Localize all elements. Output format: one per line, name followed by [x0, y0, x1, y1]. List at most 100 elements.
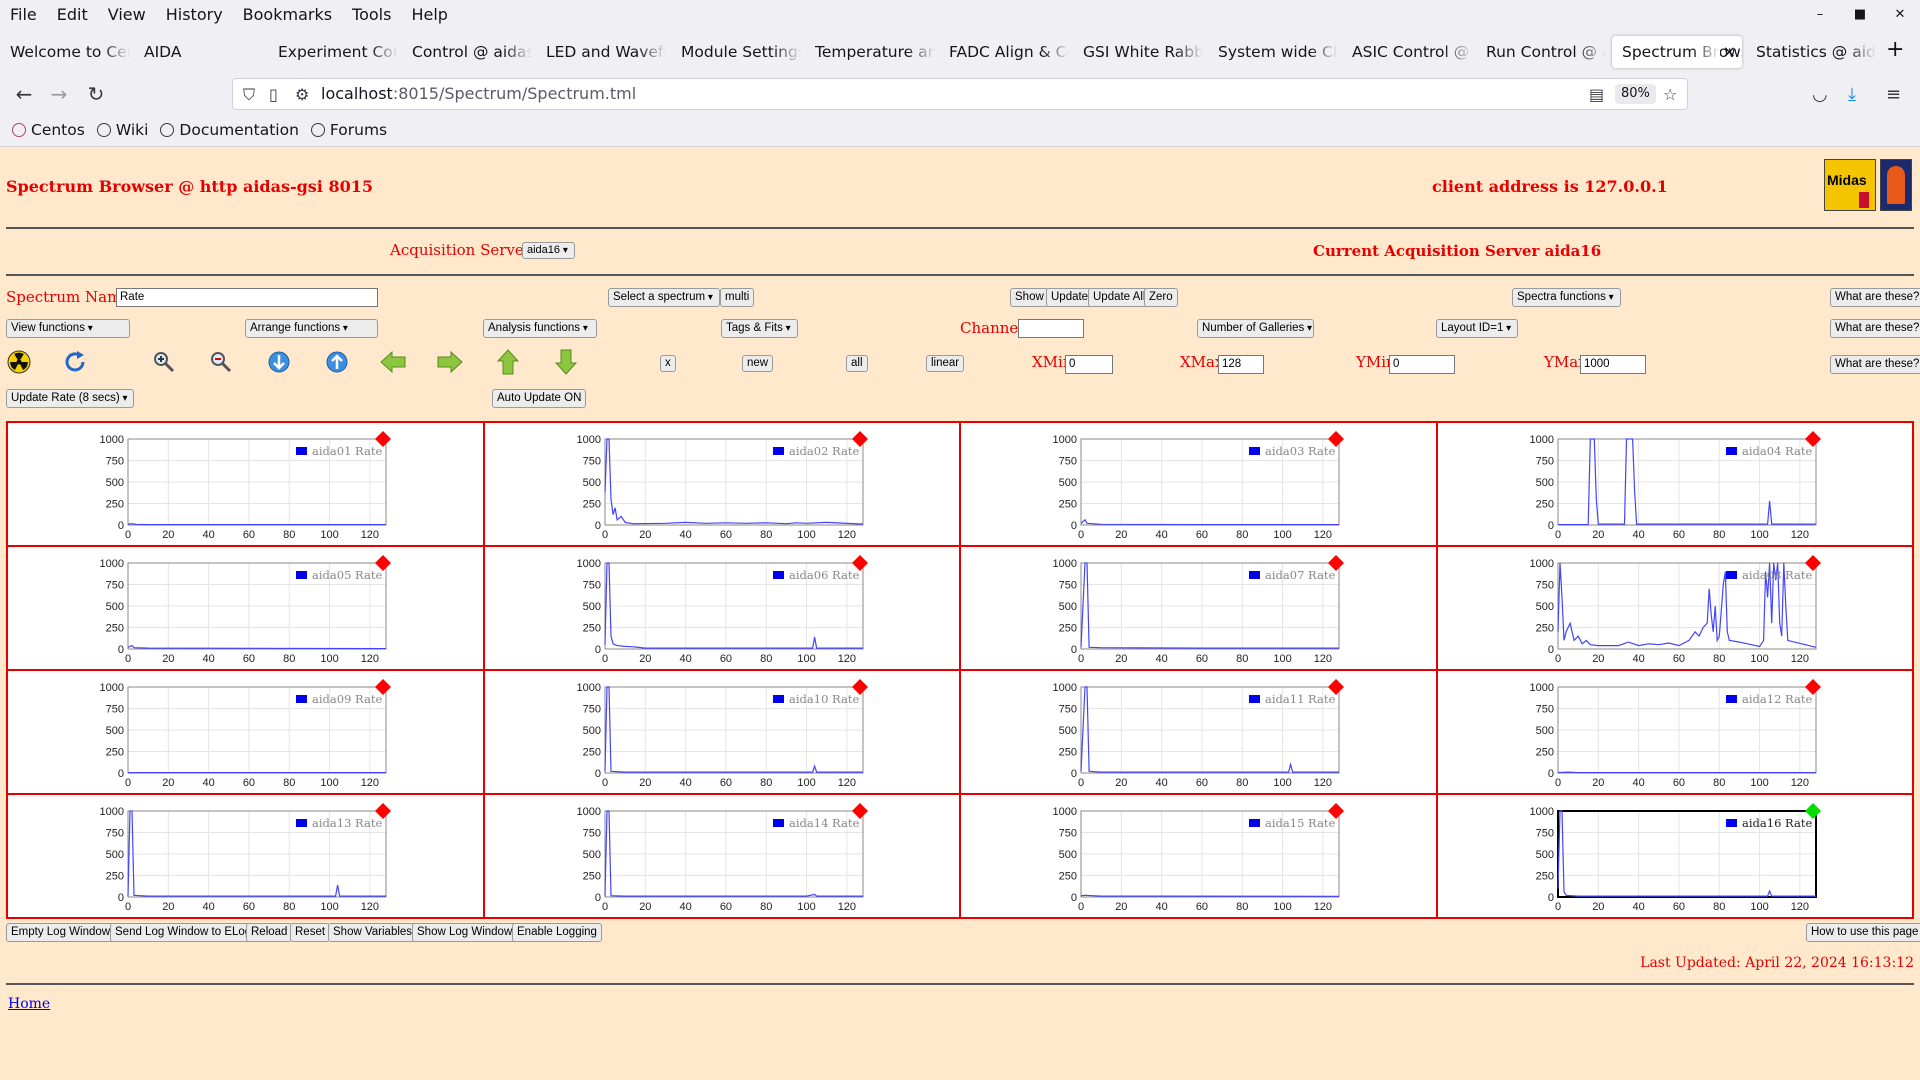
send-log-to-elog-button[interactable]: Send Log Window to ELog: [110, 923, 257, 942]
reader-view-icon[interactable]: ▤: [1589, 85, 1605, 104]
status-diamond-icon[interactable]: [851, 803, 868, 819]
refresh-icon[interactable]: [62, 349, 88, 375]
spectrum-cell[interactable]: 0 250 500 750 1000 0 20 40 60 80 100 120 aida04 Rate: [1436, 422, 1913, 546]
what-are-these-button[interactable]: What are these?: [1830, 319, 1920, 338]
tab-statistics[interactable]: Statistics @ aidas: [1746, 36, 1876, 68]
status-diamond-icon[interactable]: [1804, 679, 1821, 695]
forward-icon[interactable]: →: [50, 82, 68, 106]
menu-edit[interactable]: Edit: [56, 5, 88, 24]
server-select[interactable]: aida16: [522, 242, 575, 259]
reset-button[interactable]: Reset: [290, 923, 331, 942]
menu-bookmarks[interactable]: Bookmarks: [242, 5, 333, 24]
spectrum-cell[interactable]: 0 250 500 750 1000 0 20 40 60 80 100 120 aida02 Rate: [483, 422, 960, 546]
new-button[interactable]: new: [742, 355, 774, 372]
select-spectrum-dropdown[interactable]: Select a spectrum: [608, 288, 720, 307]
x-button[interactable]: x: [660, 355, 676, 372]
tab-white-rabbit[interactable]: GSI White Rabbit: [1073, 36, 1203, 68]
arrange-functions-dropdown[interactable]: Arrange functions: [245, 319, 378, 338]
back-icon[interactable]: ←: [15, 82, 33, 106]
menu-help[interactable]: Help: [411, 5, 448, 24]
show-button[interactable]: Show: [1010, 288, 1049, 307]
status-diamond-icon[interactable]: [1804, 555, 1821, 571]
enable-logging-button[interactable]: Enable Logging: [512, 923, 602, 942]
linear-button[interactable]: linear: [926, 355, 965, 372]
how-to-use-button[interactable]: How to use this page: [1806, 923, 1920, 942]
all-button[interactable]: all: [846, 355, 868, 372]
ymin-input[interactable]: 0: [1389, 355, 1455, 374]
update-button[interactable]: Update: [1046, 288, 1094, 307]
tab-spectrum-browser[interactable]: Spectrum Brows ×: [1612, 36, 1742, 68]
spectrum-plot[interactable]: 0 250 500 750 1000 0 20 40 60 80 100 120 aida10 Rate: [485, 671, 961, 793]
bookmark-forums[interactable]: Forums: [310, 121, 387, 139]
spectrum-cell[interactable]: 0 250 500 750 1000 0 20 40 60 80 100 120 aida15 Rate: [960, 794, 1437, 918]
spectrum-cell[interactable]: 0 250 500 750 1000 0 20 40 60 80 100 120 aida10 Rate: [483, 670, 961, 794]
tab-run-control[interactable]: Run Control @ ai: [1476, 36, 1606, 68]
status-diamond-icon[interactable]: [851, 679, 868, 695]
spectrum-cell[interactable]: 0 250 500 750 1000 0 20 40 60 80 100 120 aida11 Rate: [960, 670, 1437, 794]
url-bar[interactable]: ⛉ ▯ ⚙ localhost:8015/Spectrum/Spectrum.t…: [232, 78, 1688, 110]
spectrum-name-input[interactable]: Rate: [116, 288, 378, 307]
menu-tools[interactable]: Tools: [352, 5, 392, 24]
status-diamond-icon[interactable]: [375, 679, 391, 695]
spectra-functions-dropdown[interactable]: Spectra functions: [1512, 288, 1621, 307]
spectrum-cell[interactable]: 0 250 500 750 1000 0 20 40 60 80 100 120 aida08 Rate: [1436, 546, 1914, 670]
spectrum-plot[interactable]: 0 250 500 750 1000 0 20 40 60 80 100 120 aida07 Rate: [961, 547, 1437, 669]
reload-button[interactable]: Reload: [246, 923, 293, 942]
spectrum-plot[interactable]: 0 250 500 750 1000 0 20 40 60 80 100 120 aida16 Rate: [1438, 795, 1914, 917]
radiation-icon[interactable]: [6, 349, 32, 375]
new-tab-icon[interactable]: +: [1886, 37, 1905, 62]
menu-file[interactable]: File: [10, 5, 37, 24]
spectrum-cell[interactable]: 0 250 500 750 1000 0 20 40 60 80 100 120 aida12 Rate: [1436, 670, 1913, 794]
what-are-these-button[interactable]: What are these?: [1830, 355, 1920, 374]
spectrum-plot[interactable]: 0 250 500 750 1000 0 20 40 60 80 100 120 aida09 Rate: [8, 671, 484, 793]
update-all-button[interactable]: Update All: [1088, 288, 1151, 307]
zoom-indicator[interactable]: 80%: [1615, 84, 1656, 104]
zero-button[interactable]: Zero: [1144, 288, 1178, 307]
pocket-icon[interactable]: ◡: [1812, 84, 1828, 105]
tab-fadc-align[interactable]: FADC Align & Co: [939, 36, 1069, 68]
maximize-button[interactable]: ■: [1853, 7, 1867, 22]
xmin-input[interactable]: 0: [1065, 355, 1113, 374]
spectrum-plot[interactable]: 0 250 500 750 1000 0 20 40 60 80 100 120 aida15 Rate: [961, 795, 1437, 917]
show-variables-button[interactable]: Show Variables: [328, 923, 418, 942]
status-diamond-icon[interactable]: [1328, 555, 1344, 571]
spectrum-plot[interactable]: 0 250 500 750 1000 0 20 40 60 80 100 120 aida13 Rate: [8, 795, 484, 917]
page-icon[interactable]: ▯: [269, 85, 278, 104]
analysis-functions-dropdown[interactable]: Analysis functions: [483, 319, 597, 338]
arrow-down-icon[interactable]: [553, 349, 579, 375]
ymax-input[interactable]: 1000: [1580, 355, 1646, 374]
reload-icon[interactable]: ↻: [87, 82, 105, 106]
bookmark-star-icon[interactable]: ☆: [1663, 85, 1678, 104]
tab-temperature[interactable]: Temperature and: [805, 36, 935, 68]
tab-aida[interactable]: AIDA: [134, 36, 264, 68]
xmax-input[interactable]: 128: [1218, 355, 1264, 374]
arrow-left-icon[interactable]: [380, 349, 406, 375]
layout-dropdown[interactable]: Layout ID=1: [1436, 319, 1519, 338]
status-diamond-icon[interactable]: [1328, 679, 1344, 695]
close-window-button[interactable]: ✕: [1894, 7, 1906, 22]
expand-down-icon[interactable]: [266, 349, 292, 375]
close-tab-icon[interactable]: ×: [1722, 42, 1736, 61]
status-diamond-icon[interactable]: [375, 803, 391, 819]
spectrum-plot[interactable]: 0 250 500 750 1000 0 20 40 60 80 100 120 aida08 Rate: [1438, 547, 1914, 669]
spectrum-cell[interactable]: 0 250 500 750 1000 0 20 40 60 80 100 120 aida07 Rate: [960, 546, 1437, 670]
spectrum-plot[interactable]: 0 250 500 750 1000 0 20 40 60 80 100 120 aida06 Rate: [485, 547, 961, 669]
zoom-in-icon[interactable]: [151, 349, 177, 375]
spectrum-cell[interactable]: 0 250 500 750 1000 0 20 40 60 80 100 120 aida14 Rate: [483, 794, 960, 918]
downloads-icon[interactable]: ⤓: [1848, 84, 1856, 105]
tab-system-check[interactable]: System wide Che: [1208, 36, 1338, 68]
spectrum-plot[interactable]: 0 250 500 750 1000 0 20 40 60 80 100 120 aida05 Rate: [8, 547, 484, 669]
bookmark-centos[interactable]: Centos: [12, 121, 85, 139]
tab-welcome[interactable]: Welcome to Cent: [0, 36, 130, 68]
show-log-window-button[interactable]: Show Log Window: [412, 923, 518, 942]
arrow-up-icon[interactable]: [495, 349, 521, 375]
spectrum-cell[interactable]: 0 250 500 750 1000 0 20 40 60 80 100 120 aida01 Rate: [7, 422, 484, 546]
empty-log-window-button[interactable]: Empty Log Window: [6, 923, 116, 942]
tab-asic-control[interactable]: ASIC Control @ a: [1342, 36, 1472, 68]
spectrum-cell[interactable]: 0 250 500 750 1000 0 20 40 60 80 100 120 aida05 Rate: [7, 546, 484, 670]
what-are-these-button[interactable]: What are these?: [1830, 288, 1920, 307]
status-diamond-icon[interactable]: [1804, 803, 1821, 819]
spectrum-cell[interactable]: 0 250 500 750 1000 0 20 40 60 80 100 120 aida16 Rate: [1436, 794, 1914, 918]
shield-icon[interactable]: ⛉: [243, 85, 256, 104]
tab-experiment-control[interactable]: Experiment Contr: [268, 36, 398, 68]
